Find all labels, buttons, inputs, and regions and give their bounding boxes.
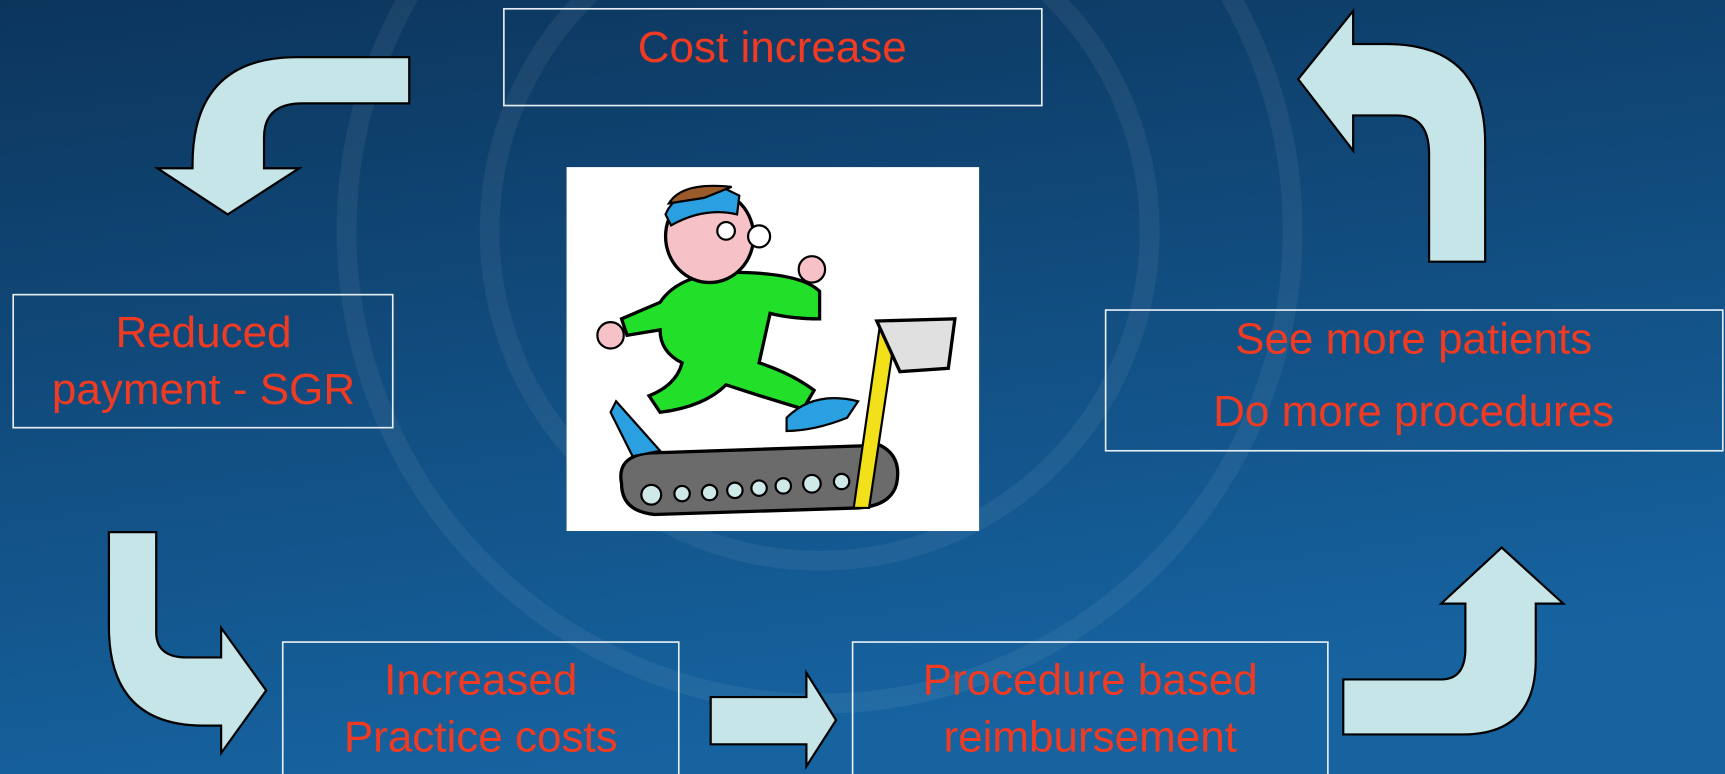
node-label: payment - SGR	[52, 365, 355, 414]
node-label: Increased	[384, 655, 577, 704]
node-label: Procedure based	[923, 655, 1258, 704]
node-label: Practice costs	[344, 713, 618, 762]
arrow	[153, 56, 411, 216]
node-label: Reduced	[115, 308, 291, 357]
node-box	[503, 7, 1043, 107]
node-box	[281, 641, 680, 774]
arrow	[1342, 546, 1567, 736]
node-label: See more patients	[1235, 315, 1592, 364]
node-label: Cost increase	[638, 23, 907, 72]
node-label: Do more procedures	[1213, 387, 1614, 436]
node-box	[1104, 309, 1724, 452]
arrow	[709, 669, 838, 771]
arrow	[107, 531, 268, 757]
node-box	[851, 641, 1329, 774]
node-label: reimbursement	[944, 713, 1237, 762]
treadmill-cartoon	[566, 167, 980, 532]
arrow	[1296, 7, 1487, 263]
node-box	[12, 293, 394, 429]
